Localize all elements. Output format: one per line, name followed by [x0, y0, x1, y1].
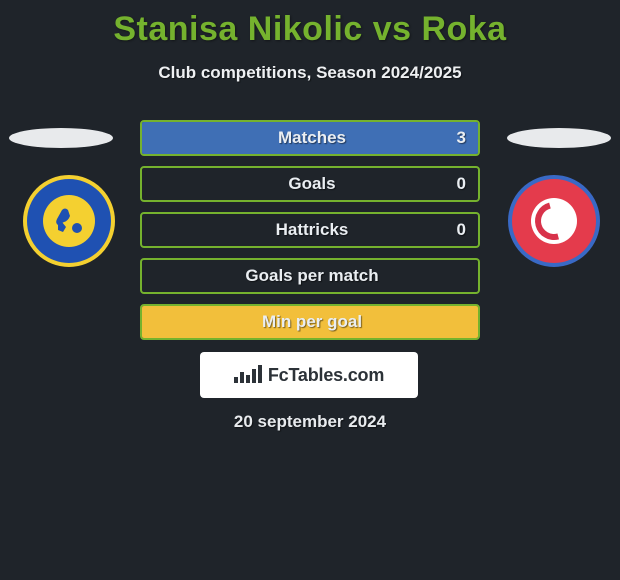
- stat-value: 0: [457, 220, 466, 240]
- spiral-icon: [528, 195, 580, 247]
- stat-row: Goals 0: [140, 166, 480, 202]
- club-badge-left: [23, 175, 115, 267]
- stat-row: Matches 3: [140, 120, 480, 156]
- club-badge-right-inner: [531, 198, 577, 244]
- bar-chart-icon: [234, 365, 262, 385]
- brand-text: FcTables.com: [268, 365, 384, 386]
- stat-label: Goals: [142, 174, 480, 194]
- stat-fill: [142, 306, 478, 338]
- stat-row: Hattricks 0: [140, 212, 480, 248]
- date-label: 20 september 2024: [0, 412, 620, 432]
- football-silhouette-icon: [52, 204, 86, 238]
- club-badge-left-inner: [43, 195, 95, 247]
- page-subtitle: Club competitions, Season 2024/2025: [0, 63, 620, 83]
- stat-row: Min per goal: [140, 304, 480, 340]
- player-marker-left: [9, 128, 113, 148]
- brand-logo[interactable]: FcTables.com: [200, 352, 418, 398]
- stat-label: Hattricks: [142, 220, 480, 240]
- stats-container: Matches 3 Goals 0 Hattricks 0 Goals per …: [140, 120, 480, 350]
- stat-label: Goals per match: [142, 266, 480, 286]
- player-marker-right: [507, 128, 611, 148]
- stat-row: Goals per match: [140, 258, 480, 294]
- stat-fill: [142, 122, 478, 154]
- stat-value: 0: [457, 174, 466, 194]
- page-title: Stanisa Nikolic vs Roka: [0, 0, 620, 49]
- club-badge-right: [508, 175, 600, 267]
